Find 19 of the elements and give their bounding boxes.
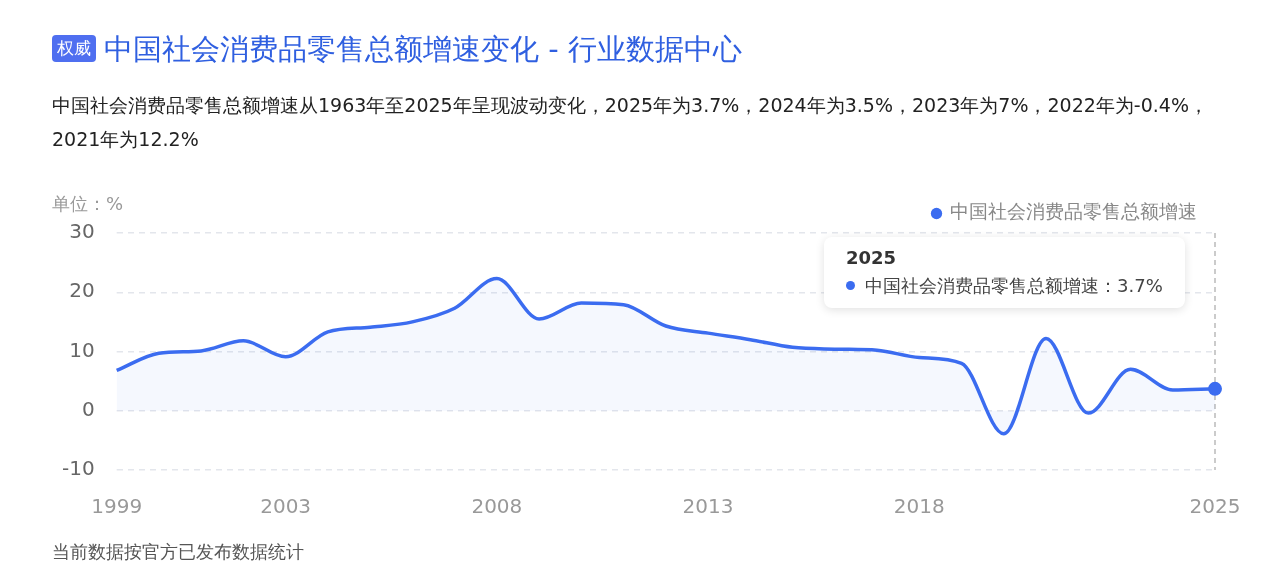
annotation: 2025: [846, 247, 898, 268]
text: 当前数据按官方已发布数据统计: [52, 540, 304, 564]
y-axis-title: 单位：%: [52, 192, 124, 216]
x-tick-label: 2003: [260, 494, 312, 519]
chart-subtitle: 中国社会消费品零售总额增速从1963年至2025年呈现波动变化，2025年为3.7%，2024年为3.5%，2023年为7%，2022年为-0.4%，2021年为12.2%: [52, 93, 1209, 152]
y-tick-label: -10: [61, 456, 95, 481]
y-tick-label: 10: [69, 337, 95, 362]
y-tick-label: 30: [69, 219, 95, 244]
x-tick-label: 2025: [1189, 494, 1241, 519]
y-tick-label: 0: [81, 396, 95, 421]
chart-title: 中国社会消费品零售总额增速变化 - 行业数据中心: [104, 32, 742, 66]
x-tick-label: 2018: [893, 494, 945, 519]
x-tick-label: 2013: [682, 494, 734, 519]
x-tick-label: 1999: [91, 494, 143, 519]
legend-label: 中国社会消费品零售总额增速: [950, 200, 1197, 223]
annotation: 中国社会消费品零售总额增速：3.7%: [865, 275, 1163, 296]
y-tick-label: 20: [69, 278, 95, 303]
text: 权威: [52, 35, 96, 62]
x-tick-label: 2008: [471, 494, 523, 519]
